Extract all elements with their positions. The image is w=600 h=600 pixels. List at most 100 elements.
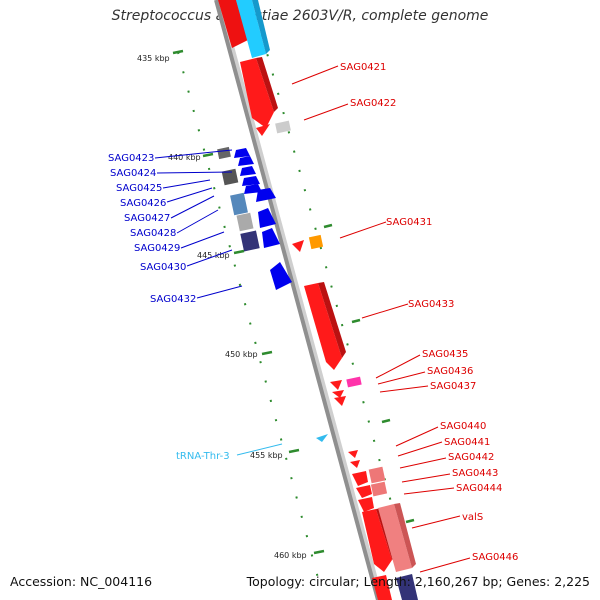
feature-magenta bbox=[346, 376, 362, 388]
scale-tick bbox=[233, 249, 245, 255]
gene-sag0433-shade bbox=[318, 282, 346, 358]
inner-features bbox=[236, 0, 418, 600]
leader-line bbox=[166, 187, 213, 203]
leader-line bbox=[154, 149, 233, 159]
gene-bottom-red bbox=[372, 575, 392, 600]
gene-sag0430-box bbox=[240, 230, 260, 252]
gene-sag0428 bbox=[256, 188, 276, 202]
leader-line bbox=[339, 221, 387, 239]
gene-label: SAG0426 bbox=[120, 198, 166, 209]
gene-label: SAG0423 bbox=[108, 153, 154, 164]
map-title: Streptococcus agalactiae 2603V/R, comple… bbox=[111, 8, 489, 24]
leader-line bbox=[176, 209, 219, 234]
trna-thr-3 bbox=[316, 434, 328, 442]
gene-label: SAG0440 bbox=[440, 421, 486, 432]
gene-vals bbox=[362, 509, 392, 572]
gene-sag0423 bbox=[217, 146, 231, 160]
gene-sag0423-arrow bbox=[234, 148, 250, 158]
leader-line bbox=[375, 354, 421, 379]
feature-pink-1 bbox=[368, 466, 386, 484]
gene-label: SAG0435 bbox=[422, 349, 468, 360]
gene-sag0425 bbox=[240, 166, 256, 176]
gene-sag0444 bbox=[358, 497, 374, 512]
scale-tick bbox=[323, 223, 333, 229]
backbone-line bbox=[214, 0, 380, 600]
feature-cyan-top-shade bbox=[252, 0, 270, 54]
scale-label: 445 kbp bbox=[197, 251, 230, 260]
scale-label: 435 kbp bbox=[137, 54, 170, 63]
leader-line bbox=[236, 443, 283, 456]
leader-line bbox=[291, 65, 339, 85]
gene-sag0431 bbox=[292, 240, 304, 252]
left-labels: SAG0423 SAG0424 SAG0425 SAG0426 SAG0427 … bbox=[108, 153, 230, 462]
gene-label: SAG0446 bbox=[472, 552, 518, 563]
gene-label: SAG0437 bbox=[430, 381, 476, 392]
leader-line bbox=[377, 371, 426, 385]
leader-line bbox=[156, 171, 233, 174]
gene-label: SAG0432 bbox=[150, 294, 196, 305]
feature-grey bbox=[275, 120, 291, 134]
gene-sag0436 bbox=[332, 390, 344, 398]
leader-lines bbox=[154, 65, 471, 573]
gene-sag0421 bbox=[240, 58, 274, 128]
leader-line bbox=[170, 195, 215, 219]
gene-sag0424 bbox=[238, 156, 254, 166]
leader-line bbox=[180, 231, 225, 249]
feature-cyan-top bbox=[236, 0, 266, 58]
feature-orange bbox=[308, 234, 324, 250]
scale-label: 455 kbp bbox=[250, 451, 283, 460]
outer-dotted-ring bbox=[177, 51, 319, 579]
leader-line bbox=[196, 285, 243, 299]
leader-line bbox=[379, 385, 429, 393]
gene-sag0432 bbox=[270, 262, 292, 290]
gene-sag0437 bbox=[334, 396, 346, 406]
leader-line bbox=[162, 179, 211, 189]
gene-label: SAG0431 bbox=[386, 217, 432, 228]
gene-label: SAG0421 bbox=[340, 62, 386, 73]
accession-text: Accession: NC_004116 bbox=[10, 574, 153, 589]
scale-tick bbox=[405, 518, 415, 524]
genome-summary-text: Topology: circular; Length: 2,160,267 bp… bbox=[246, 574, 590, 589]
gene-sag0435 bbox=[330, 380, 342, 390]
scale-tick bbox=[351, 318, 361, 324]
gene-label: SAG0430 bbox=[140, 262, 186, 273]
gene-sag0428-box bbox=[236, 212, 254, 232]
gene-sag0429 bbox=[258, 208, 276, 228]
inner-dotted-ring bbox=[261, 34, 413, 579]
gene-sag0442 bbox=[352, 471, 368, 486]
gene-sag0433 bbox=[304, 283, 342, 370]
gene-label: SAG0425 bbox=[116, 183, 162, 194]
gene-sag0441 bbox=[350, 460, 360, 468]
gene-sag0427 bbox=[244, 184, 262, 194]
gene-label: SAG0424 bbox=[110, 168, 156, 179]
leader-line bbox=[401, 473, 451, 483]
gene-sag0443 bbox=[356, 485, 372, 498]
feature-navy-bottom bbox=[396, 574, 418, 600]
gene-sag0440 bbox=[348, 450, 358, 458]
leader-line bbox=[303, 103, 349, 121]
gene-label: SAG0428 bbox=[130, 228, 176, 239]
gene-label: SAG0422 bbox=[350, 98, 396, 109]
scale-tick bbox=[172, 49, 184, 55]
gene-label: SAG0441 bbox=[444, 437, 490, 448]
scale-tick bbox=[288, 448, 300, 454]
gene-top-red bbox=[218, 0, 248, 48]
trna-label: tRNA-Thr-3 bbox=[176, 451, 230, 462]
gene-sag0422 bbox=[256, 124, 270, 136]
gene-label: SAG0427 bbox=[124, 213, 170, 224]
gene-sag0424-box bbox=[221, 168, 239, 186]
leader-line bbox=[395, 426, 439, 447]
scale-tick bbox=[313, 549, 325, 555]
leader-line bbox=[411, 515, 461, 529]
reverse-strand-genes bbox=[217, 146, 328, 442]
leader-line bbox=[403, 487, 455, 495]
gene-sag0421-shade bbox=[256, 57, 278, 112]
gene-sag0427-box bbox=[230, 192, 248, 216]
gene-label: SAG0433 bbox=[408, 299, 454, 310]
leader-line bbox=[399, 457, 447, 469]
gene-sag0426 bbox=[242, 176, 260, 186]
scale-ticks: 435 kbp 440 kbp 445 kbp 450 kbp 455 kbp … bbox=[137, 49, 415, 560]
gene-label: valS bbox=[462, 512, 483, 523]
gene-label: SAG0436 bbox=[427, 366, 473, 377]
scale-tick bbox=[381, 418, 391, 424]
